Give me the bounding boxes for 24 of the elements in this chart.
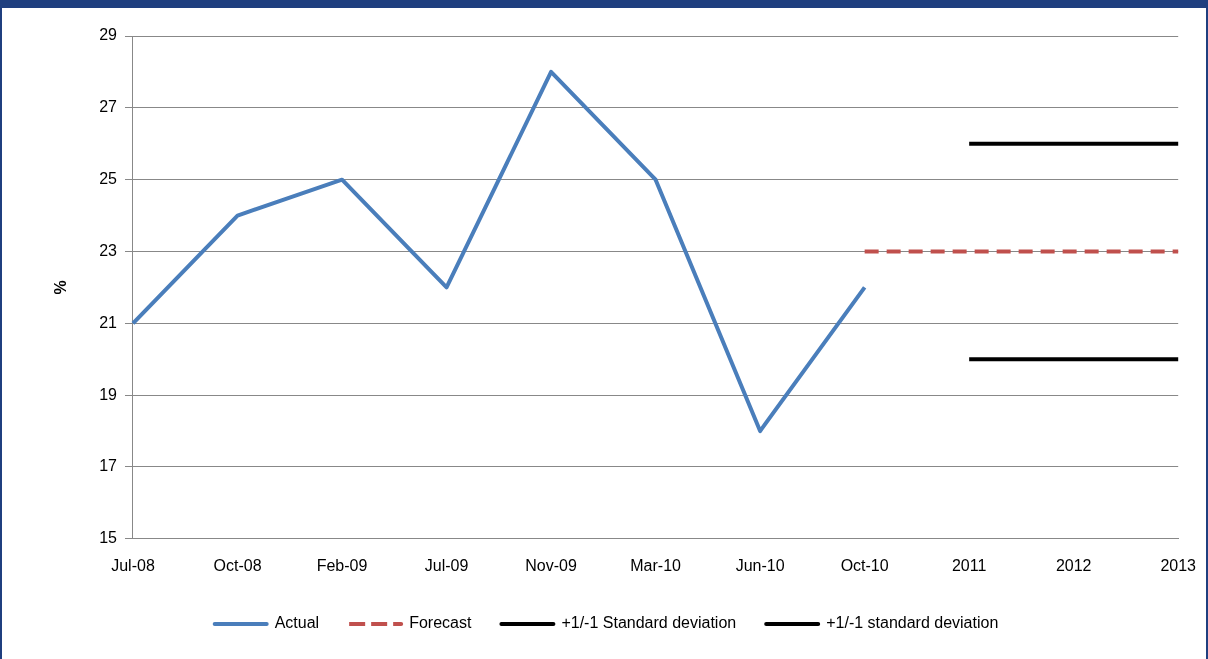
x-tick-label: Oct-08 bbox=[213, 556, 262, 574]
y-axis-title: % bbox=[52, 280, 70, 295]
y-tick-label: 19 bbox=[99, 385, 118, 403]
y-tick-label: 21 bbox=[99, 313, 118, 331]
y-tick-label: 17 bbox=[99, 457, 118, 475]
legend-label: Forecast bbox=[409, 614, 472, 632]
x-tick-label: Oct-10 bbox=[840, 556, 889, 574]
x-tick-label: 2013 bbox=[1160, 556, 1197, 574]
x-tick-label: Jul-08 bbox=[111, 556, 155, 574]
x-tick-label: Jul-09 bbox=[424, 556, 469, 574]
legend-label: +1/-1 standard deviation bbox=[826, 614, 999, 632]
x-tick-label: Feb-09 bbox=[316, 556, 368, 574]
legend-label: +1/-1 Standard deviation bbox=[561, 614, 737, 632]
legend-label: Actual bbox=[274, 614, 320, 632]
y-tick-label: 15 bbox=[99, 529, 118, 547]
x-tick-label: 2012 bbox=[1055, 556, 1092, 574]
y-tick-label: 25 bbox=[99, 170, 118, 188]
x-tick-label: 2011 bbox=[951, 556, 987, 574]
x-tick-label: Nov-09 bbox=[525, 556, 577, 574]
y-tick-label: 23 bbox=[99, 241, 118, 259]
y-tick-label: 27 bbox=[99, 98, 118, 116]
x-tick-label: Jun-10 bbox=[735, 556, 785, 574]
y-tick-label: 29 bbox=[99, 26, 118, 44]
x-tick-label: Mar-10 bbox=[630, 556, 682, 574]
